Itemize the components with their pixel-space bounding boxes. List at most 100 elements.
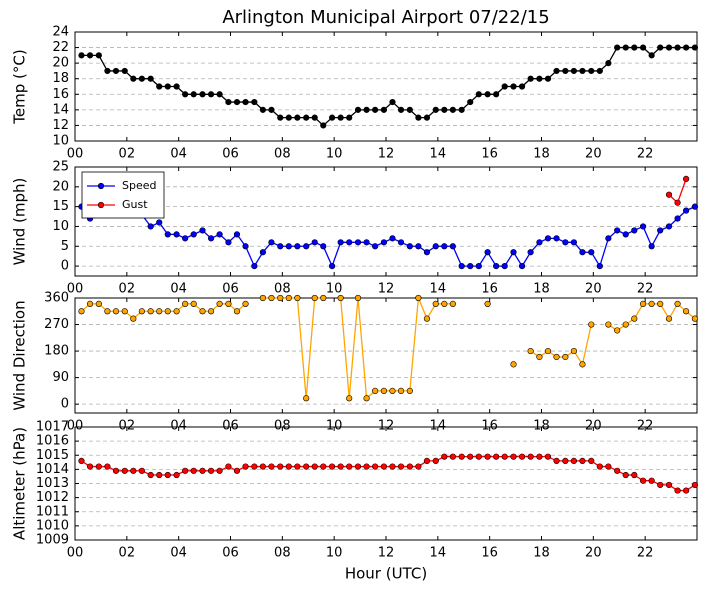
data-point <box>259 294 266 302</box>
data-point <box>78 308 85 315</box>
data-point <box>156 83 163 90</box>
data-point <box>104 463 111 470</box>
y-tick-label: 12 <box>52 118 69 133</box>
data-point <box>683 308 690 315</box>
data-point <box>164 308 171 315</box>
data-point <box>372 106 379 113</box>
data-point <box>657 481 664 489</box>
data-point <box>415 463 422 470</box>
data-point <box>449 300 456 307</box>
data-point <box>467 453 474 460</box>
data-point <box>216 91 223 98</box>
data-point <box>683 44 690 51</box>
data-point <box>415 114 422 121</box>
x-tick-label: 18 <box>533 546 550 561</box>
data-point <box>475 262 482 270</box>
data-point <box>147 75 154 82</box>
data-point <box>622 321 629 328</box>
data-point <box>95 300 102 307</box>
data-point <box>553 67 560 75</box>
data-point <box>484 91 491 98</box>
data-point <box>536 353 543 361</box>
x-tick-label: 14 <box>430 147 447 162</box>
data-point <box>294 294 301 302</box>
y-tick-label: 1014 <box>36 462 69 477</box>
data-point <box>527 453 534 460</box>
data-point <box>164 83 171 90</box>
data-point <box>622 231 629 238</box>
data-point <box>303 114 310 121</box>
data-point <box>190 91 197 98</box>
data-point <box>380 239 388 246</box>
y-tick-label: 22 <box>52 40 69 55</box>
x-tick-label: 06 <box>222 147 239 162</box>
y-tick-label: 20 <box>52 179 69 194</box>
data-point <box>683 175 690 182</box>
data-point <box>86 463 94 470</box>
x-tick-label: 12 <box>378 419 395 434</box>
x-tick-label: 02 <box>119 419 136 434</box>
data-point <box>648 477 655 484</box>
data-point <box>605 60 612 67</box>
data-point <box>354 239 362 246</box>
data-point <box>501 453 508 460</box>
x-tick-label: 18 <box>533 282 550 297</box>
data-point <box>259 463 266 470</box>
data-point <box>631 44 638 51</box>
data-point <box>579 249 586 256</box>
data-point <box>233 467 241 474</box>
data-point <box>406 387 413 394</box>
data-point <box>173 231 180 238</box>
data-point <box>691 481 699 489</box>
data-point <box>303 395 310 402</box>
data-point <box>622 44 629 51</box>
data-point <box>121 308 128 315</box>
y-tick-label: 16 <box>52 87 69 102</box>
data-point <box>182 235 189 242</box>
data-point <box>674 487 681 494</box>
x-tick-label: 10 <box>326 282 343 297</box>
x-tick-label: 02 <box>119 546 136 561</box>
data-point <box>631 227 638 234</box>
data-point <box>112 467 120 474</box>
x-tick-label: 10 <box>326 546 343 561</box>
x-tick-label: 20 <box>585 419 602 434</box>
data-point <box>596 67 603 75</box>
data-point <box>372 387 379 394</box>
data-point <box>130 467 137 474</box>
data-point <box>138 467 145 474</box>
x-tick-label: 14 <box>430 419 447 434</box>
data-point <box>449 243 456 250</box>
x-tick-label: 00 <box>67 147 84 162</box>
data-point <box>130 315 137 322</box>
data-point <box>441 453 448 460</box>
data-point <box>570 67 577 75</box>
data-point <box>173 308 180 315</box>
data-point <box>320 243 327 250</box>
data-point <box>251 98 258 106</box>
data-point <box>588 67 595 75</box>
data-point <box>104 67 111 75</box>
data-point <box>639 44 647 51</box>
data-point <box>536 75 543 82</box>
x-tick-label: 08 <box>274 546 291 561</box>
data-point <box>475 453 482 460</box>
data-point <box>605 235 612 242</box>
x-tick-label: 16 <box>481 282 498 297</box>
data-point <box>415 294 422 302</box>
data-point <box>544 453 552 460</box>
data-point <box>277 114 284 121</box>
data-point <box>458 453 465 460</box>
data-point <box>199 91 206 98</box>
legend-marker <box>97 182 105 190</box>
data-point <box>518 262 526 270</box>
data-point <box>501 83 508 90</box>
data-point <box>441 300 448 307</box>
data-point <box>493 262 500 270</box>
data-point <box>311 239 318 246</box>
data-point <box>389 387 396 394</box>
data-point <box>536 239 543 246</box>
data-point <box>406 243 413 250</box>
